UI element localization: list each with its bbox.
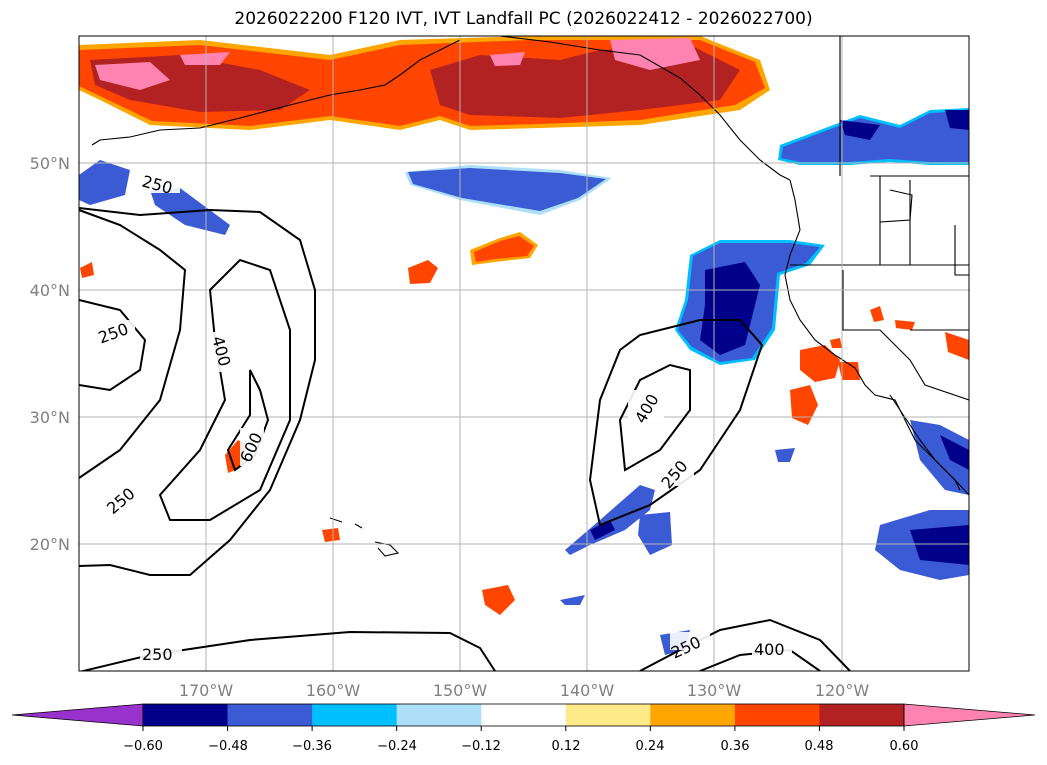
colorbar-tick-label: −0.24 <box>377 739 417 754</box>
map-title: 2026022200 F120 IVT, IVT Landfall PC (20… <box>234 9 813 29</box>
colorbar-tick-label: 0.24 <box>636 739 665 754</box>
colorbar-segment <box>312 704 398 726</box>
negative-anomaly-regions <box>79 108 969 655</box>
colorbar-tick-label: 0.48 <box>805 739 834 754</box>
positive-anomaly-north <box>79 36 770 130</box>
lon-label: 160°W <box>306 681 361 700</box>
coastlines <box>91 36 969 557</box>
colorbar-segment <box>481 704 567 726</box>
lon-labels: 170°W 160°W 150°W 140°W 130°W 120°W <box>179 681 870 700</box>
lon-label: 170°W <box>179 681 234 700</box>
lon-label: 150°W <box>433 681 488 700</box>
colorbar-tick-label: 0.12 <box>552 739 581 754</box>
colorbar-tick-label: −0.12 <box>461 739 501 754</box>
colorbar-segment <box>734 704 820 726</box>
colorbar-segment <box>143 704 229 726</box>
colorbar-frame <box>142 703 905 727</box>
lat-label: 40°N <box>30 281 70 300</box>
lat-label: 20°N <box>30 535 70 554</box>
colorbar-segment <box>565 704 651 726</box>
lon-label: 120°W <box>815 681 870 700</box>
colorbar-ticks: −0.60 −0.48 −0.36 −0.24 −0.12 0.12 0.24 … <box>123 739 918 754</box>
contour-label: 400 <box>754 640 785 659</box>
colorbar-segment <box>396 704 482 726</box>
colorbar-segment <box>650 704 736 726</box>
colorbar-extend-high <box>903 703 1036 727</box>
colorbar-tick-label: −0.36 <box>292 739 332 754</box>
lat-labels: 50°N 40°N 30°N 20°N <box>30 154 70 554</box>
colorbar-segment <box>227 704 313 726</box>
graticule <box>79 36 969 671</box>
lon-label: 140°W <box>560 681 615 700</box>
colorbar-tick-label: −0.48 <box>208 739 248 754</box>
colorbar-extend-low <box>11 703 144 727</box>
map-frame <box>78 35 970 672</box>
colorbar-segment <box>819 704 905 726</box>
lat-label: 50°N <box>30 154 70 173</box>
contour-label: 250 <box>142 645 173 664</box>
colorbar-tick-label: 0.36 <box>721 739 750 754</box>
colorbar-tick-label: 0.60 <box>890 739 919 754</box>
colorbar-tick-label: −0.60 <box>123 739 163 754</box>
lat-label: 30°N <box>30 408 70 427</box>
colorbar <box>11 703 1036 731</box>
lon-label: 130°W <box>687 681 742 700</box>
